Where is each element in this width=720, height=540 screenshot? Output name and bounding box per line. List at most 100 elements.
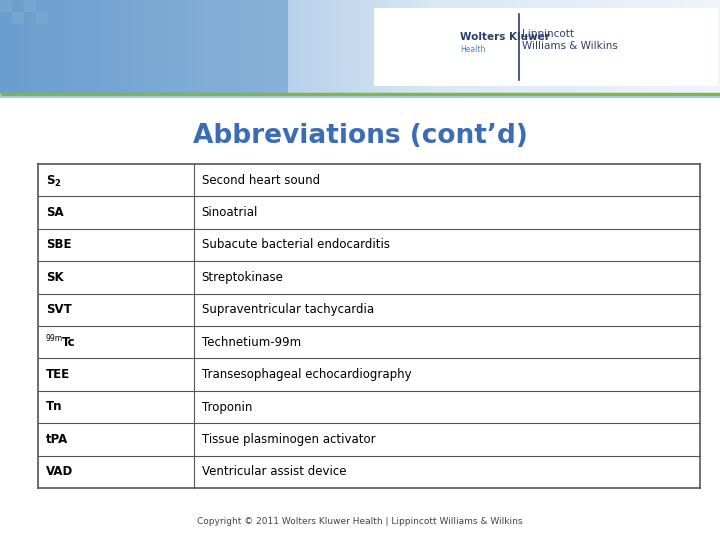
Bar: [384, 0, 390, 94]
Bar: [258, 0, 264, 94]
Text: Tissue plasminogen activator: Tissue plasminogen activator: [202, 433, 375, 446]
Bar: [246, 0, 252, 94]
Text: 99m: 99m: [46, 334, 63, 343]
Bar: [42, 0, 48, 94]
Bar: [0, 0, 12, 12]
Bar: [486, 0, 492, 94]
Bar: [426, 0, 432, 94]
Bar: [114, 0, 120, 94]
Bar: [672, 0, 678, 94]
Bar: [132, 0, 138, 94]
Bar: [38, 326, 700, 359]
Bar: [264, 0, 270, 94]
Bar: [306, 0, 312, 94]
Bar: [684, 0, 690, 94]
Bar: [276, 0, 282, 94]
Bar: [594, 0, 600, 94]
Bar: [516, 0, 522, 94]
Bar: [552, 0, 558, 94]
Text: S: S: [46, 174, 55, 187]
Bar: [222, 0, 228, 94]
Bar: [588, 0, 594, 94]
Bar: [36, 12, 48, 24]
Bar: [0, 94, 720, 540]
Bar: [234, 0, 240, 94]
Bar: [498, 0, 504, 94]
Text: Streptokinase: Streptokinase: [202, 271, 284, 284]
Bar: [30, 0, 36, 94]
Bar: [38, 391, 700, 423]
Bar: [270, 0, 276, 94]
Bar: [480, 0, 486, 94]
Bar: [48, 0, 54, 94]
Bar: [396, 0, 402, 94]
Bar: [162, 0, 168, 94]
Bar: [186, 0, 192, 94]
Bar: [372, 0, 378, 94]
Bar: [558, 0, 564, 94]
Bar: [318, 0, 324, 94]
Bar: [420, 0, 426, 94]
Bar: [696, 0, 702, 94]
Bar: [192, 0, 198, 94]
Bar: [390, 0, 396, 94]
Bar: [168, 0, 174, 94]
Text: TEE: TEE: [46, 368, 70, 381]
Bar: [408, 0, 414, 94]
Bar: [36, 0, 42, 94]
Text: Second heart sound: Second heart sound: [202, 174, 320, 187]
Bar: [576, 0, 582, 94]
Bar: [600, 0, 606, 94]
Text: Transesophageal echocardiography: Transesophageal echocardiography: [202, 368, 411, 381]
Bar: [144, 0, 150, 94]
Bar: [450, 0, 456, 94]
Text: SVT: SVT: [46, 303, 72, 316]
Text: Wolters Kluwer: Wolters Kluwer: [460, 32, 550, 42]
Bar: [540, 0, 546, 94]
Bar: [38, 197, 700, 229]
Bar: [624, 0, 630, 94]
Bar: [138, 0, 144, 94]
Bar: [546, 0, 552, 94]
Bar: [24, 0, 30, 94]
Text: Tc: Tc: [62, 336, 76, 349]
Bar: [180, 0, 186, 94]
Bar: [78, 0, 84, 94]
Bar: [528, 0, 534, 94]
Bar: [444, 0, 450, 94]
Bar: [198, 0, 204, 94]
Bar: [174, 0, 180, 94]
Bar: [348, 0, 354, 94]
Bar: [642, 0, 648, 94]
Bar: [666, 0, 672, 94]
Text: Supraventricular tachycardia: Supraventricular tachycardia: [202, 303, 374, 316]
Bar: [72, 0, 78, 94]
Bar: [366, 0, 372, 94]
Bar: [504, 0, 510, 94]
Text: SK: SK: [46, 271, 63, 284]
Bar: [636, 0, 642, 94]
Bar: [510, 0, 516, 94]
Bar: [12, 12, 24, 24]
Bar: [690, 0, 696, 94]
Bar: [606, 0, 612, 94]
Text: VAD: VAD: [46, 465, 73, 478]
Bar: [648, 0, 654, 94]
Bar: [462, 0, 468, 94]
Bar: [228, 0, 234, 94]
Bar: [354, 0, 360, 94]
Bar: [38, 261, 700, 294]
Bar: [38, 359, 700, 391]
Text: Lippincott: Lippincott: [522, 29, 574, 39]
Bar: [612, 0, 618, 94]
Bar: [38, 229, 700, 261]
Bar: [456, 0, 462, 94]
Text: Health: Health: [460, 45, 485, 54]
Text: Ventricular assist device: Ventricular assist device: [202, 465, 346, 478]
Text: tPA: tPA: [46, 433, 68, 446]
Bar: [204, 0, 210, 94]
Bar: [570, 0, 576, 94]
Bar: [54, 0, 60, 94]
Bar: [126, 0, 132, 94]
Bar: [714, 0, 720, 94]
